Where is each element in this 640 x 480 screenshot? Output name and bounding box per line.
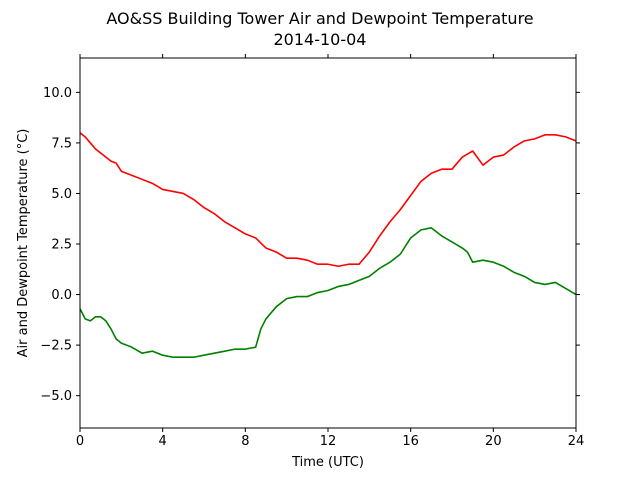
x-tick-label: 16 <box>402 434 419 449</box>
y-axis: −5.0 −2.5 0.0 2.5 5.0 7.5 10.0 <box>40 86 580 404</box>
series-layer <box>79 132 577 359</box>
series-line-1 <box>79 132 577 268</box>
y-axis-label: Air and Dewpoint Temperature (°C) <box>16 129 31 358</box>
y-tick-label: 7.5 <box>51 136 72 151</box>
y-tick-label: 0.0 <box>51 288 72 303</box>
x-tick-label: 12 <box>320 434 337 449</box>
x-axis: 0 4 8 12 16 20 24 <box>76 54 584 449</box>
x-tick-label: 0 <box>76 434 84 449</box>
y-tick-label: 10.0 <box>43 86 72 101</box>
y-tick-label: −2.5 <box>40 339 72 354</box>
y-tick-label: 5.0 <box>51 187 72 202</box>
chart-title: AO&SS Building Tower Air and Dewpoint Te… <box>106 9 533 28</box>
x-tick-label: 20 <box>485 434 502 449</box>
y-tick-label: −5.0 <box>40 389 72 404</box>
x-axis-label: Time (UTC) <box>291 455 364 470</box>
series-line-2 <box>79 227 577 359</box>
y-tick-label: 2.5 <box>51 238 72 253</box>
plot-frame <box>79 57 577 429</box>
chart-subtitle: 2014-10-04 <box>274 30 367 49</box>
x-tick-label: 8 <box>241 434 249 449</box>
x-tick-label: 4 <box>159 434 167 449</box>
x-tick-label: 24 <box>568 434 585 449</box>
